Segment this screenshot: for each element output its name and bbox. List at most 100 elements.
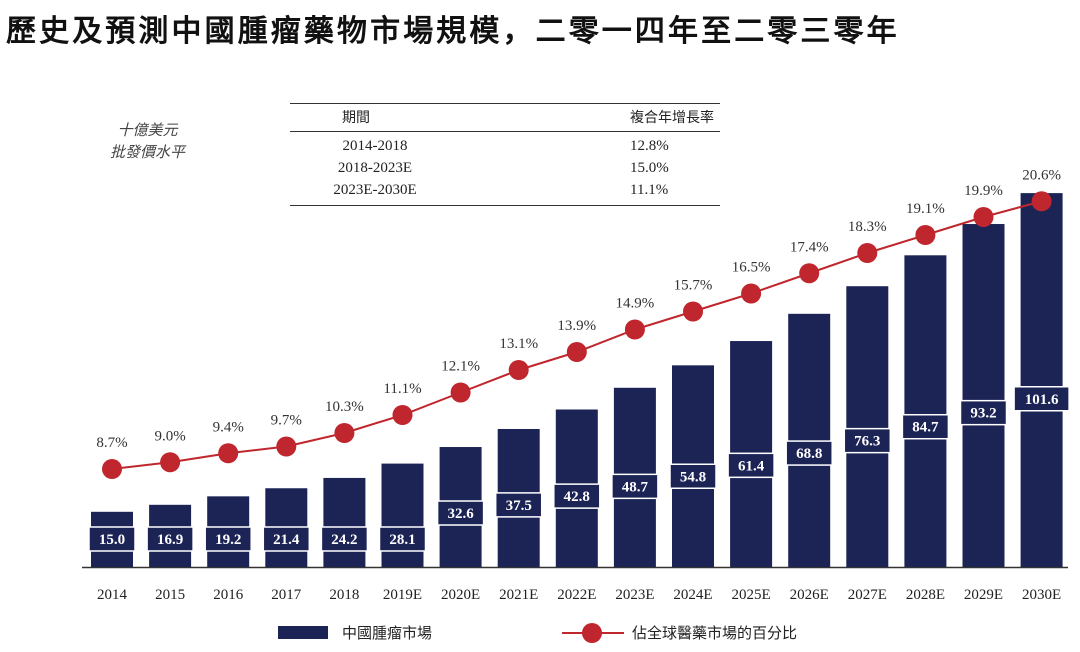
x-tick-label: 2015 [155,587,185,603]
bar-value-label: 16.9 [157,532,183,548]
bar-value-box [494,492,543,518]
percent-point [160,452,181,473]
percent-data-label: 8.7% [96,435,127,451]
cagr-table-body: 2014-2018 12.8% 2018-2023E 15.0% 2023E-2… [290,132,720,206]
unit-label-line2: 批發價水平 [110,145,186,161]
percent-data-label: 20.6% [1022,167,1061,183]
percent-point [683,301,703,322]
cagr-table: 期間 複合年增長率 2014-2018 12.8% 2018-2023E 15.… [290,103,720,206]
percent-data-label: 12.1% [441,359,480,375]
bar-value-box [262,526,311,552]
percent-data-label: 9.4% [213,419,244,435]
chart-plot: 15.0 2014 16.9 2015 19.2 2016 21.4 2017 24.2 2018… [82,167,1070,603]
legend-marker-swatch [582,623,602,643]
percent-point [1031,191,1052,212]
bar-value-label: 101.6 [1025,392,1059,408]
x-tick-label: 2021E [499,587,538,603]
bar-value-box [611,473,659,500]
percent-data-label: 9.7% [271,413,302,429]
bar-value-box [959,399,1008,426]
percent-point [566,342,587,362]
chart-legend: 中國腫瘤市場 佔全球醫藥市場的百分比 [0,620,1080,644]
bar [323,477,366,567]
cagr-value: 11.1% [630,182,669,198]
x-tick-label: 2017 [271,587,302,603]
bar-value-box [1013,386,1070,412]
percent-data-label: 9.0% [154,428,185,444]
percent-point [218,443,239,464]
bar-value-box [320,526,369,552]
x-tick-label: 2018 [329,587,359,603]
bar-value-label: 15.0 [99,532,125,548]
legend-line-label: 佔全球醫藥市場的百分比 [632,624,798,642]
bar-value-box [553,483,601,509]
bar-value-box [378,526,427,552]
percent-data-label: 13.9% [557,318,596,334]
bar-value-label: 61.4 [738,458,765,474]
percent-data-label: 16.5% [732,260,771,276]
x-tick-label: 2026E [790,587,829,603]
bar-value-box [901,413,950,440]
x-tick-label: 2027E [848,587,887,603]
unit-label: 十億美元 批發價水平 [110,120,185,164]
x-tick-label: 2025E [732,587,771,603]
percent-point [102,459,122,479]
cagr-period: 2018-2023E [337,160,413,176]
bar-value-label: 76.3 [854,434,880,450]
x-tick-label: 2020E [441,587,480,603]
cagr-header-period: 期間 [342,110,370,126]
x-tick-label: 2022E [557,587,596,603]
percent-data-label: 19.9% [964,183,1003,199]
bar-value-label: 93.2 [970,406,996,422]
bar-value-box [669,463,717,490]
bar-value-label: 42.8 [564,489,590,505]
x-tick-label: 2029E [964,587,1003,603]
bar-value-label: 54.8 [680,469,706,485]
x-tick-label: 2023E [615,587,654,603]
unit-label-line1: 十億美元 [117,123,178,139]
bar-value-box [436,500,485,526]
cagr-row: 2023E-2030E 11.1% [290,179,720,201]
x-tick-label: 2019E [383,587,422,603]
percent-data-label: 15.7% [674,278,713,294]
cagr-period: 2023E-2030E [333,182,417,198]
percent-point [741,283,762,304]
bar-value-label: 37.5 [506,498,532,514]
bar-value-box [843,427,892,454]
percent-point [915,225,936,245]
bar-value-label: 24.2 [331,532,357,548]
cagr-row: 2014-2018 12.8% [290,135,720,157]
cagr-value: 15.0% [630,160,669,176]
x-tick-label: 2016 [213,587,244,603]
bar-value-box [204,526,252,552]
bar-value-box [785,440,833,466]
legend-bar-swatch [278,626,328,639]
percent-data-label: 13.1% [499,336,538,352]
x-tick-label: 2028E [906,587,945,603]
bar [904,255,947,567]
cagr-value: 12.8% [630,138,669,154]
percent-point [276,436,297,457]
percent-data-label: 19.1% [906,201,945,217]
bar-value-label: 84.7 [912,420,939,436]
percent-data-label: 17.4% [790,239,829,255]
x-tick-label: 2024E [673,587,712,603]
bar [962,224,1005,568]
cagr-row: 2018-2023E 15.0% [290,157,720,179]
cagr-header-rate: 複合年增長率 [630,110,714,126]
percent-point [334,423,355,443]
percent-point [857,243,878,263]
percent-point [450,382,471,403]
percent-data-label: 18.3% [848,219,887,235]
bar-value-box [88,526,136,552]
x-tick-label: 2014 [97,587,128,603]
bar-value-box [146,526,194,552]
bar [1020,193,1063,567]
percent-point [973,207,994,227]
bar [846,286,889,567]
bar-value-label: 19.2 [215,532,241,548]
chart-title: 歷史及預測中國腫瘤藥物市場規模，二零一四年至二零三零年 [6,14,900,49]
x-tick-label: 2030E [1022,587,1061,603]
percent-point [508,360,529,380]
bar-value-box [727,452,775,479]
